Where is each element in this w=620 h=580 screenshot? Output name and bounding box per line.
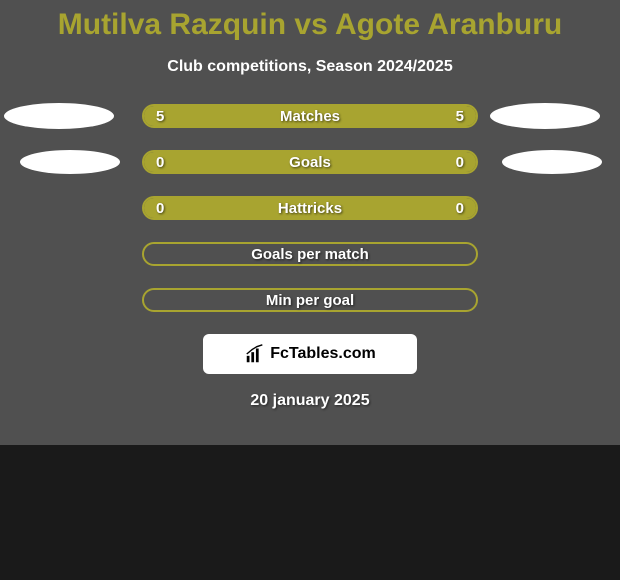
date-text: 20 january 2025 — [250, 392, 369, 410]
stat-label: Hattricks — [278, 200, 342, 217]
stat-value-left: 0 — [156, 154, 164, 171]
stat-value-right: 0 — [456, 200, 464, 217]
stat-bar: 5 Matches 5 — [142, 104, 478, 128]
stat-value-left: 5 — [156, 108, 164, 125]
stat-label: Min per goal — [266, 292, 354, 309]
stat-value-right: 5 — [456, 108, 464, 125]
stat-rows: 5 Matches 5 0 Goals 0 0 Hattricks 0 Goals per mat… — [0, 104, 620, 312]
ellipse-left — [20, 150, 120, 174]
stat-row: 0 Hattricks 0 — [0, 196, 620, 220]
stat-value-right: 0 — [456, 154, 464, 171]
chart-icon — [244, 343, 266, 365]
page-title: Mutilva Razquin vs Agote Aranburu — [58, 8, 562, 42]
logo-text: FcTables.com — [270, 345, 376, 363]
ellipse-right — [502, 150, 602, 174]
stat-row: Min per goal — [0, 288, 620, 312]
stat-label: Goals — [289, 154, 331, 171]
stat-bar: Goals per match — [142, 242, 478, 266]
stat-row: Goals per match — [0, 242, 620, 266]
subtitle: Club competitions, Season 2024/2025 — [167, 58, 452, 76]
ellipse-left — [4, 103, 114, 129]
stat-bar: 0 Goals 0 — [142, 150, 478, 174]
stat-bar: 0 Hattricks 0 — [142, 196, 478, 220]
ellipse-right — [490, 103, 600, 129]
stat-row: 0 Goals 0 — [0, 150, 620, 174]
stats-container: Mutilva Razquin vs Agote Aranburu Club c… — [0, 0, 620, 445]
stat-row: 5 Matches 5 — [0, 104, 620, 128]
stat-value-left: 0 — [156, 200, 164, 217]
stat-label: Goals per match — [251, 246, 369, 263]
logo-box[interactable]: FcTables.com — [203, 334, 417, 374]
stat-label: Matches — [280, 108, 340, 125]
stat-bar: Min per goal — [142, 288, 478, 312]
